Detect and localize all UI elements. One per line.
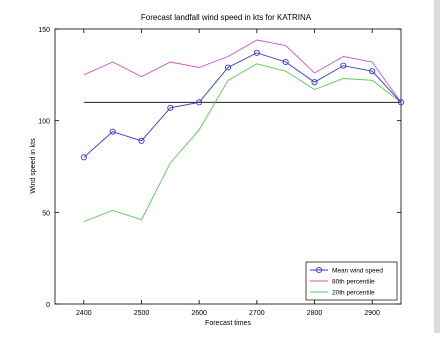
x-tick-label: 2600: [191, 310, 207, 317]
y-tick-label: 50: [42, 210, 50, 217]
x-axis-label: Forecast times: [205, 320, 251, 327]
data-point-mean-wind-speed: [80, 154, 87, 161]
data-point-mean-wind-speed: [311, 79, 318, 86]
y-tick-label: 0: [46, 302, 50, 309]
data-point-mean-wind-speed: [109, 128, 116, 135]
plot-area: [54, 28, 402, 305]
data-point-mean-wind-speed: [253, 49, 260, 56]
legend-label-20th-percentile: 20th percentile: [332, 290, 375, 297]
series-group: [80, 39, 405, 222]
figure-canvas: Forecast landfall wind speed in kts for …: [0, 0, 434, 333]
y-tick-label: 100: [38, 119, 50, 126]
legend-marker-mean-wind-speed: [315, 266, 323, 274]
data-point-mean-wind-speed: [224, 64, 232, 71]
data-point-mean-wind-speed: [282, 58, 289, 66]
legend-label-mean-wind-speed: Mean wind speed: [332, 268, 383, 275]
x-axis: 2400 2500 2600 2700 2800 2900: [76, 29, 380, 317]
legend-label-80th-percentile: 80th percentile: [332, 279, 375, 286]
data-point-mean-wind-speed: [138, 137, 145, 144]
y-tick-label: 150: [38, 27, 50, 34]
y-axis: 0 50 100 150: [38, 27, 401, 309]
scrollbar[interactable]: [434, 0, 440, 333]
series-line-mean-wind-speed: [83, 52, 402, 158]
data-point-mean-wind-speed: [369, 68, 376, 75]
series-line-80th-percentile: [83, 39, 402, 103]
line-chart: Forecast landfall wind speed in kts for …: [30, 13, 405, 327]
legend: Mean wind speed 80th percentile 20th perce…: [305, 261, 398, 301]
data-point-mean-wind-speed: [397, 99, 405, 106]
x-tick-label: 2400: [76, 310, 92, 317]
chart-title: Forecast landfall wind speed in kts for …: [141, 13, 312, 22]
x-tick-label: 2500: [134, 310, 150, 317]
data-point-mean-wind-speed: [196, 99, 203, 106]
y-axis-label: Wind speed in kts: [30, 138, 37, 194]
data-point-mean-wind-speed: [167, 104, 174, 111]
series-line-20th-percentile: [83, 63, 402, 222]
data-point-mean-wind-speed: [340, 62, 347, 69]
x-tick-label: 2700: [249, 310, 265, 317]
x-tick-label: 2800: [307, 310, 323, 317]
x-tick-label: 2900: [364, 310, 380, 317]
